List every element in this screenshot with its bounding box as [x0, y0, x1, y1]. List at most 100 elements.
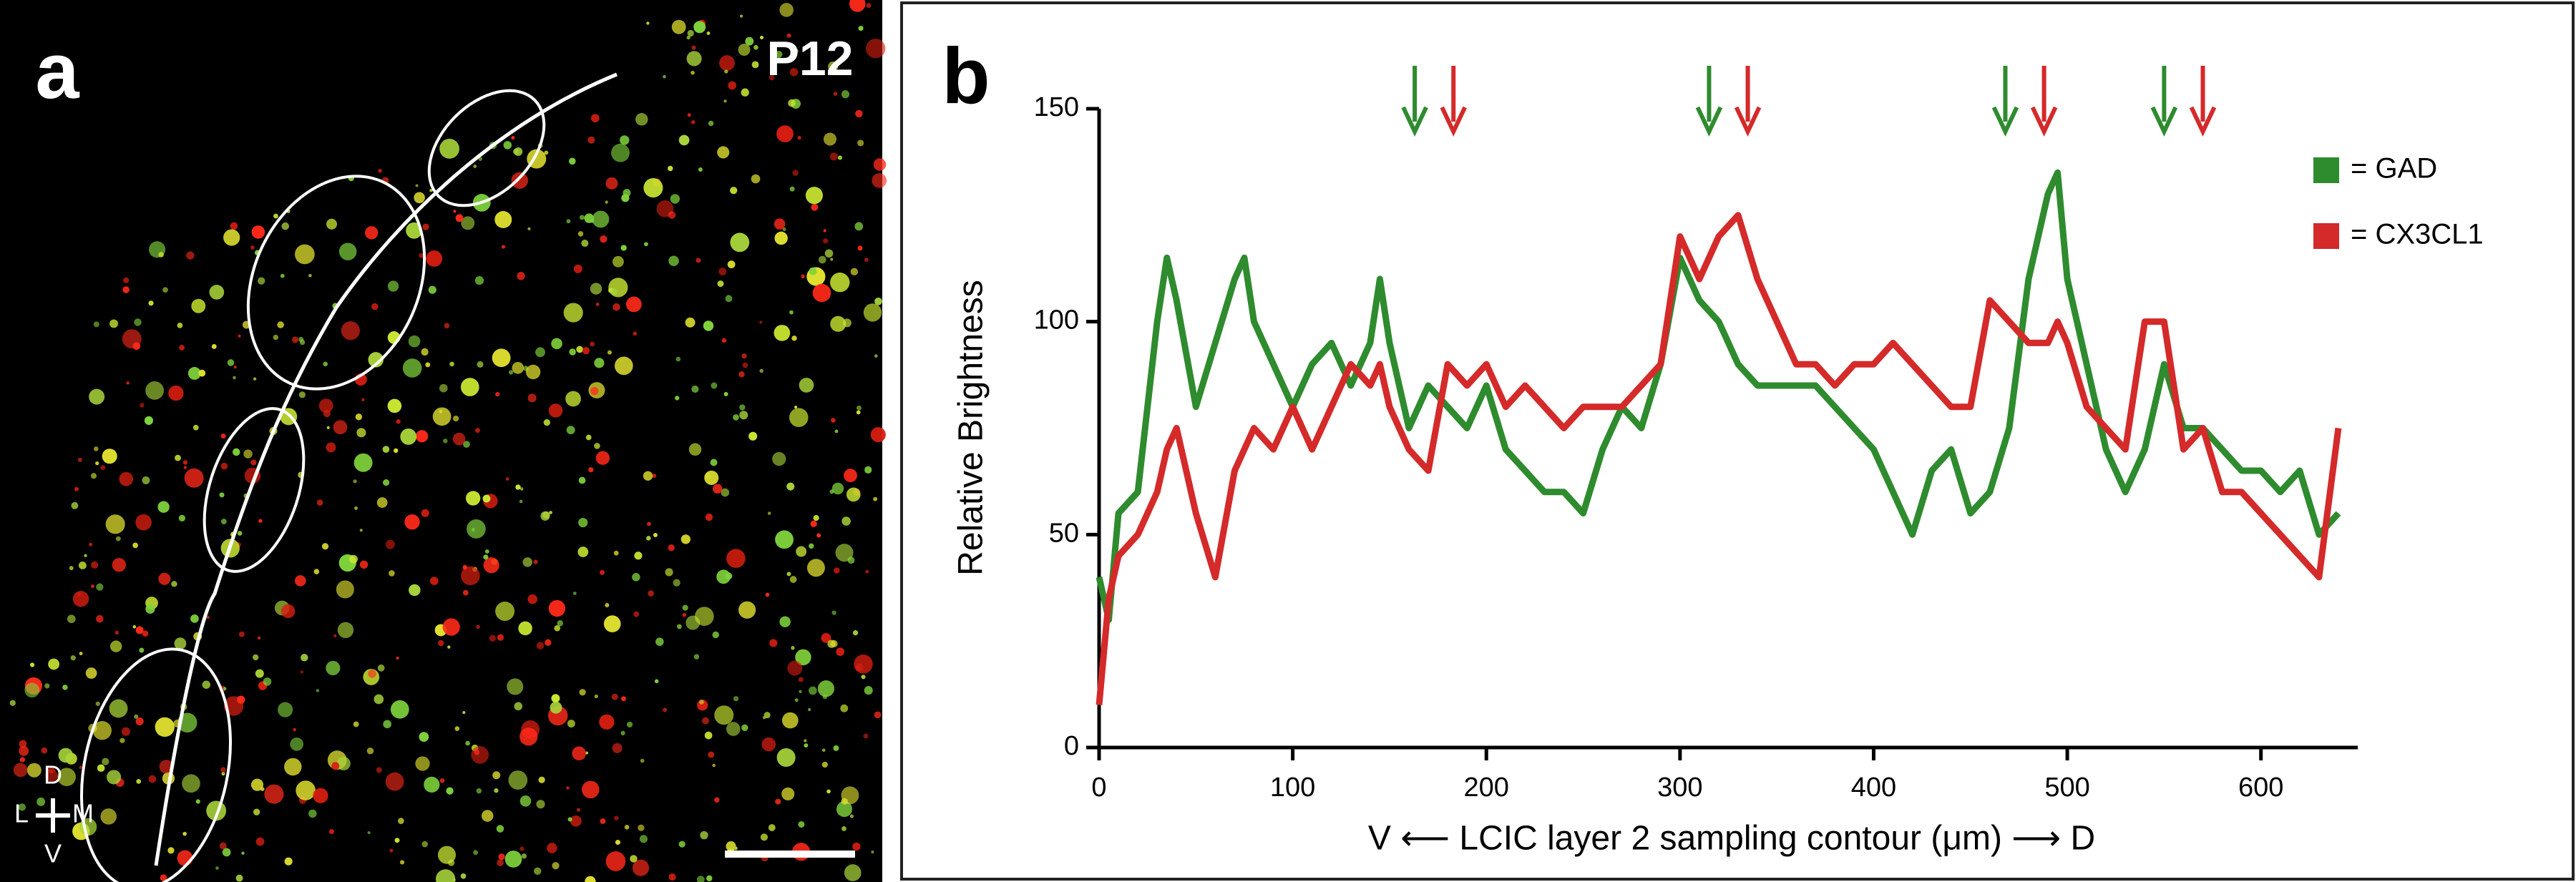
- arrow-marker: [1440, 66, 1467, 137]
- cell: [48, 767, 55, 774]
- cell: [614, 356, 633, 376]
- cell: [326, 426, 330, 429]
- cell: [836, 647, 845, 657]
- cell: [142, 630, 149, 637]
- cell: [508, 770, 528, 790]
- cell: [374, 694, 384, 705]
- cell: [827, 640, 836, 648]
- cell: [122, 329, 142, 349]
- cell: [452, 415, 459, 422]
- cell: [514, 702, 523, 711]
- cell: [638, 824, 645, 831]
- cell: [708, 120, 714, 127]
- arrow-marker: [2150, 66, 2178, 137]
- cell: [576, 808, 581, 812]
- cell: [857, 245, 863, 251]
- cell: [211, 344, 217, 349]
- cell: [728, 81, 737, 90]
- cell: [84, 554, 87, 557]
- cell: [182, 831, 187, 836]
- cell: [557, 619, 564, 627]
- cell: [318, 398, 333, 413]
- cell: [665, 568, 673, 577]
- cell: [719, 55, 735, 71]
- cell: [540, 511, 550, 521]
- cell: [725, 295, 733, 303]
- cell: [429, 189, 433, 192]
- cell: [328, 829, 334, 835]
- cell: [687, 29, 694, 37]
- cell: [168, 385, 184, 401]
- cell: [721, 338, 727, 343]
- cell: [551, 694, 560, 703]
- cell: [102, 449, 117, 464]
- cell: [717, 280, 724, 288]
- cell: [44, 683, 50, 689]
- cell: [854, 655, 873, 674]
- cell: [613, 303, 620, 311]
- cell: [830, 258, 834, 261]
- cell: [238, 631, 245, 637]
- cell: [439, 138, 460, 159]
- cell: [495, 602, 515, 621]
- cell: [482, 494, 491, 503]
- cell: [548, 403, 563, 418]
- cell: [826, 789, 831, 794]
- cell: [112, 558, 126, 572]
- cell: [794, 49, 799, 54]
- cell: [454, 726, 460, 731]
- cell: [437, 846, 457, 864]
- cell: [255, 837, 265, 846]
- cell: [368, 669, 376, 678]
- cell: [682, 604, 688, 611]
- cell: [871, 851, 874, 854]
- cell: [829, 152, 838, 161]
- cell: [415, 184, 419, 187]
- cell: [209, 285, 225, 300]
- cell: [492, 348, 511, 368]
- cell: [714, 705, 734, 725]
- cell: [588, 467, 594, 473]
- cell: [549, 511, 552, 514]
- cell: [511, 172, 528, 190]
- cell: [668, 544, 675, 552]
- cell: [183, 466, 187, 469]
- x-tick-label: 0: [1091, 773, 1106, 803]
- cell: [198, 369, 206, 377]
- cell: [471, 746, 489, 764]
- cell: [691, 45, 696, 50]
- cell: [566, 219, 571, 224]
- cell: [71, 501, 79, 509]
- cell: [608, 278, 628, 298]
- cell: [522, 557, 533, 567]
- cell: [473, 850, 479, 856]
- cell: [682, 612, 687, 617]
- cell: [646, 536, 651, 541]
- cell: [585, 751, 589, 755]
- cell: [566, 426, 575, 435]
- cell: [19, 745, 29, 756]
- cell: [798, 820, 805, 828]
- cell: [830, 273, 850, 293]
- cell: [578, 476, 586, 484]
- cell: [300, 670, 303, 674]
- cell: [301, 654, 308, 662]
- cell: [733, 696, 739, 702]
- cell: [585, 876, 596, 882]
- cell: [708, 751, 715, 758]
- cell: [594, 694, 598, 698]
- cell: [378, 169, 382, 173]
- cell: [140, 403, 145, 408]
- cell: [122, 286, 130, 293]
- cell: [321, 543, 329, 550]
- cell: [356, 428, 366, 438]
- cell: [654, 679, 659, 684]
- cell: [190, 614, 199, 623]
- cell: [232, 448, 240, 456]
- cell: [206, 615, 210, 619]
- cell: [874, 354, 878, 358]
- cell: [595, 303, 600, 306]
- cell: [873, 158, 887, 171]
- cell: [501, 245, 506, 249]
